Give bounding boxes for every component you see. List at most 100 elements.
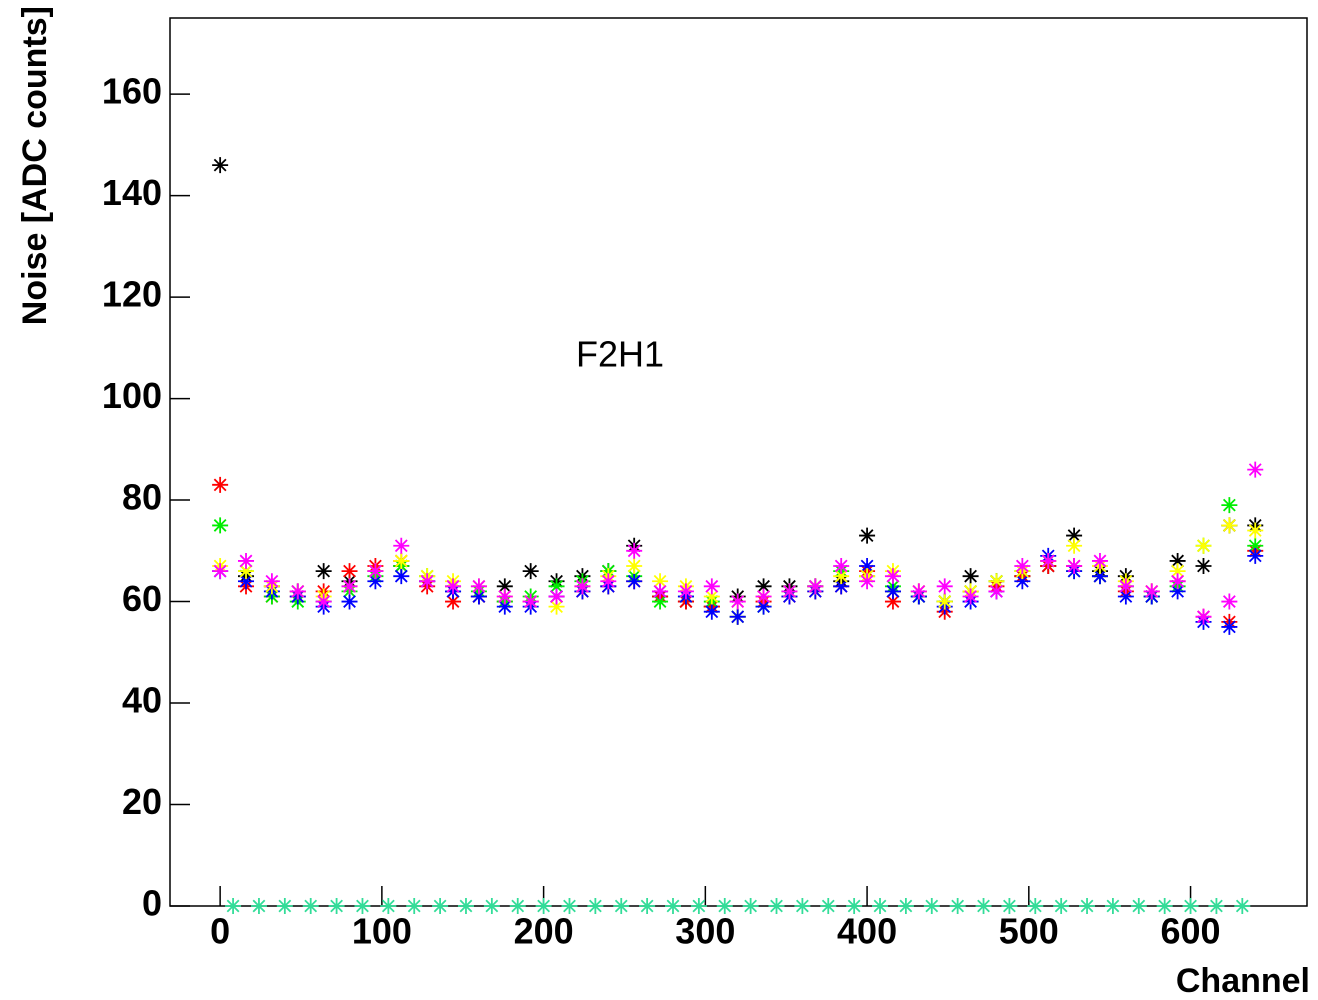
data-point	[276, 898, 293, 914]
data-point	[1169, 552, 1186, 569]
data-point	[988, 583, 1005, 600]
data-point	[988, 573, 1005, 590]
data-point	[923, 898, 940, 914]
x-tick-label: 500	[999, 911, 1059, 952]
y-tick-label: 40	[122, 680, 162, 721]
data-point	[936, 578, 953, 595]
data-point	[833, 578, 850, 595]
data-point	[652, 583, 669, 600]
data-point	[729, 593, 746, 610]
data-point	[212, 517, 229, 534]
data-point	[1014, 573, 1031, 590]
data-point	[613, 898, 630, 914]
annotation: F2H1	[576, 334, 664, 375]
data-point	[1221, 497, 1238, 514]
data-point	[716, 898, 733, 914]
data-point	[833, 558, 850, 575]
data-point	[574, 578, 591, 595]
data-point	[445, 593, 462, 610]
data-point	[432, 898, 449, 914]
x-tick-label: 0	[210, 911, 230, 952]
data-point	[212, 157, 229, 174]
data-point	[807, 578, 824, 595]
data-point	[315, 593, 332, 610]
data-point	[626, 573, 643, 590]
data-point	[509, 898, 526, 914]
data-point	[884, 593, 901, 610]
data-point	[561, 898, 578, 914]
data-point	[1156, 898, 1173, 914]
data-point	[755, 588, 772, 605]
data-point	[936, 593, 953, 610]
data-point	[238, 552, 255, 569]
data-point	[1117, 578, 1134, 595]
y-tick-label: 100	[102, 375, 162, 416]
data-point	[1221, 618, 1238, 635]
data-point	[949, 898, 966, 914]
data-point	[820, 898, 837, 914]
data-point	[212, 476, 229, 493]
data-point	[1195, 558, 1212, 575]
data-point	[1066, 558, 1083, 575]
data-point	[600, 573, 617, 590]
data-point	[341, 563, 358, 580]
y-tick-label: 60	[122, 578, 162, 619]
data-point	[302, 898, 319, 914]
y-tick-label: 120	[102, 274, 162, 315]
data-point	[548, 588, 565, 605]
data-point	[664, 898, 681, 914]
data-point	[703, 588, 720, 605]
data-point	[1066, 537, 1083, 554]
data-point	[1169, 573, 1186, 590]
data-point	[1027, 898, 1044, 914]
data-point	[406, 898, 423, 914]
plot-frame	[169, 17, 1308, 907]
data-point	[652, 593, 669, 610]
y-axis-label: Noise [ADC counts]	[16, 6, 54, 325]
y-tick-label: 0	[142, 883, 162, 924]
data-point	[341, 593, 358, 610]
data-point	[457, 898, 474, 914]
data-point	[496, 588, 513, 605]
data-point	[884, 583, 901, 600]
data-point	[962, 568, 979, 585]
data-point	[1182, 898, 1199, 914]
data-point	[1143, 583, 1160, 600]
data-point	[1247, 461, 1264, 478]
data-point	[690, 898, 707, 914]
data-point	[639, 898, 656, 914]
data-point	[1091, 552, 1108, 569]
data-point	[212, 563, 229, 580]
y-tick-label: 80	[122, 477, 162, 518]
data-point	[872, 898, 889, 914]
data-point	[354, 898, 371, 914]
x-axis-label: Channel	[1176, 962, 1310, 1000]
data-point	[1117, 588, 1134, 605]
data-point	[1169, 563, 1186, 580]
data-point	[483, 898, 500, 914]
data-point	[859, 573, 876, 590]
data-point	[703, 603, 720, 620]
data-point	[587, 898, 604, 914]
data-point	[846, 898, 863, 914]
data-point	[755, 578, 772, 595]
data-point	[1053, 898, 1070, 914]
data-point	[315, 563, 332, 580]
y-tick-label: 20	[122, 781, 162, 822]
data-point	[1104, 898, 1121, 914]
data-point	[238, 573, 255, 590]
data-point	[393, 537, 410, 554]
data-point	[419, 573, 436, 590]
data-point	[1221, 517, 1238, 534]
data-point	[897, 898, 914, 914]
data-point	[380, 898, 397, 914]
data-point	[1040, 552, 1057, 569]
data-point	[626, 542, 643, 559]
data-point	[367, 563, 384, 580]
data-point	[703, 578, 720, 595]
data-point	[962, 588, 979, 605]
data-point	[1247, 522, 1264, 539]
data-point	[1079, 898, 1096, 914]
data-point	[496, 598, 513, 615]
